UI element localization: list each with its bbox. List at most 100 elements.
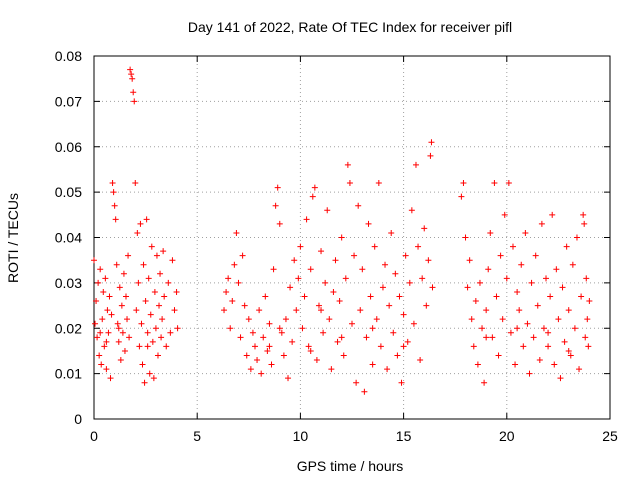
data-point	[318, 307, 325, 314]
data-point	[408, 207, 415, 214]
data-point	[229, 298, 236, 305]
data-point	[106, 293, 113, 300]
data-point	[563, 243, 570, 250]
data-point	[460, 180, 467, 187]
data-point	[365, 220, 372, 227]
data-point	[394, 352, 401, 359]
data-point	[522, 229, 529, 236]
data-point	[239, 252, 246, 259]
data-point	[127, 66, 134, 73]
data-point	[499, 316, 506, 323]
data-point	[227, 325, 234, 332]
data-point	[375, 180, 382, 187]
data-point	[111, 202, 118, 209]
data-point	[342, 275, 349, 282]
data-point	[258, 370, 265, 377]
data-point	[524, 320, 531, 327]
data-point	[427, 152, 434, 159]
data-point	[124, 316, 131, 323]
data-point	[324, 207, 331, 214]
data-point	[114, 320, 121, 327]
data-point	[369, 325, 376, 332]
data-point	[142, 298, 149, 305]
data-point	[241, 302, 248, 309]
data-point	[143, 216, 150, 223]
data-point	[530, 334, 537, 341]
data-point	[138, 320, 145, 327]
data-point	[586, 298, 593, 305]
data-point	[485, 266, 492, 273]
data-point	[512, 361, 519, 368]
data-point	[421, 225, 428, 232]
data-point	[406, 279, 413, 286]
x-tick-labels: 0 5 10 15 20 25	[90, 428, 618, 444]
data-point	[565, 307, 572, 314]
data-point	[584, 316, 591, 323]
data-point	[458, 193, 465, 200]
data-point	[332, 257, 339, 264]
data-point	[483, 334, 490, 341]
data-point	[254, 357, 261, 364]
data-point	[462, 234, 469, 241]
data-point	[270, 266, 277, 273]
data-point	[417, 357, 424, 364]
data-point	[266, 343, 273, 350]
data-point	[557, 375, 564, 382]
data-point	[476, 279, 483, 286]
data-point	[384, 366, 391, 373]
x-tick-label: 10	[293, 428, 309, 444]
data-point	[122, 293, 129, 300]
x-tick-label: 0	[90, 428, 98, 444]
scatter-points	[91, 66, 593, 395]
data-point	[334, 338, 341, 345]
data-point	[466, 257, 473, 264]
data-point	[346, 180, 353, 187]
plot-frame	[93, 55, 611, 420]
data-point	[161, 293, 168, 300]
data-point	[116, 284, 123, 291]
data-point	[509, 243, 516, 250]
y-tick-label: 0.03	[55, 275, 82, 291]
data-point	[99, 316, 106, 323]
data-point	[396, 293, 403, 300]
data-point	[96, 352, 103, 359]
data-point	[487, 229, 494, 236]
data-point	[297, 243, 304, 250]
data-point	[249, 329, 256, 336]
data-point	[357, 307, 364, 314]
y-tick-label: 0.07	[55, 93, 82, 109]
data-point	[505, 180, 512, 187]
data-point	[132, 180, 139, 187]
data-point	[140, 261, 147, 268]
data-point	[559, 284, 566, 291]
data-point	[121, 347, 128, 354]
data-point	[223, 288, 230, 295]
data-point	[139, 361, 146, 368]
data-point	[225, 275, 232, 282]
data-point	[130, 89, 137, 96]
data-point	[148, 243, 155, 250]
data-point	[581, 220, 588, 227]
y-tick-labels: 0 0.01 0.02 0.03 0.04 0.05 0.06 0.07 0.08	[55, 48, 82, 427]
y-tick-label: 0.08	[55, 48, 82, 64]
data-point	[160, 248, 167, 255]
data-point	[109, 180, 116, 187]
data-point	[133, 307, 140, 314]
data-point	[105, 329, 112, 336]
data-point	[243, 352, 250, 359]
data-point	[100, 288, 107, 295]
data-point	[280, 352, 287, 359]
data-point	[576, 366, 583, 373]
data-point	[174, 325, 181, 332]
data-point	[483, 307, 490, 314]
data-point	[305, 343, 312, 350]
data-point	[153, 252, 160, 259]
data-point	[328, 366, 335, 373]
data-point	[340, 352, 347, 359]
data-point	[171, 307, 178, 314]
data-point	[379, 284, 386, 291]
data-point	[173, 288, 180, 295]
data-point	[102, 275, 109, 282]
data-point	[353, 379, 360, 386]
data-point	[534, 302, 541, 309]
